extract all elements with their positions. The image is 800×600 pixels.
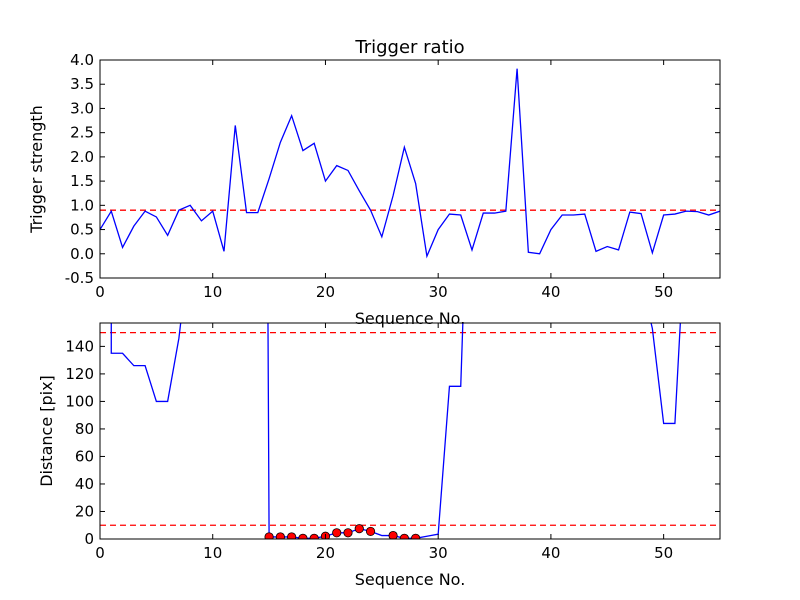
bottom-plot: 0 10 20 30 40 50 0 20 40 60 80 100 120 140 Sequence … [37, 322, 721, 589]
data-point [298, 533, 308, 539]
data-point [365, 526, 376, 537]
data-point [411, 533, 421, 539]
x-tick-label: 50 [654, 544, 673, 562]
y-tick-label: 120 [65, 365, 94, 383]
y-tick-label: 60 [75, 447, 94, 465]
top-plot-title: Trigger ratio [354, 37, 464, 58]
bottom-x-ticks: 0 10 20 30 40 50 [95, 323, 673, 562]
x-tick-label: 10 [203, 544, 222, 562]
y-tick-label: 0.5 [70, 221, 94, 239]
bottom-y-ticks: 0 20 40 60 80 100 120 140 [65, 337, 720, 548]
y-tick-label: 140 [65, 337, 94, 355]
y-tick-label: 80 [75, 420, 94, 438]
top-plot: Trigger ratio 0 10 20 30 40 50 -0.5 0.0 0.5 1.0 1… [27, 37, 721, 328]
bottom-y-axis-label: Distance [pix] [37, 375, 56, 487]
series-line-segment [650, 323, 681, 425]
y-tick-label: 4.0 [70, 51, 94, 69]
x-tick-label: 30 [429, 283, 448, 301]
top-plot-area [100, 68, 720, 259]
data-point [399, 533, 409, 539]
series-line-segment [110, 323, 182, 403]
data-point [332, 528, 342, 538]
y-tick-label: -0.5 [65, 269, 94, 287]
bottom-x-axis-label: Sequence No. [355, 570, 466, 589]
data-point [354, 524, 364, 534]
x-tick-label: 30 [429, 544, 448, 562]
x-tick-label: 0 [95, 544, 105, 562]
x-tick-label: 50 [654, 283, 673, 301]
x-tick-label: 10 [203, 283, 222, 301]
y-tick-label: 20 [75, 502, 94, 520]
top-series-line [100, 68, 720, 259]
y-tick-label: 2.0 [70, 148, 94, 166]
x-tick-label: 20 [316, 283, 335, 301]
top-y-axis-label: Trigger strength [27, 105, 46, 234]
data-point [264, 532, 274, 539]
y-tick-label: 100 [65, 392, 94, 410]
x-tick-label: 0 [95, 283, 105, 301]
data-point [343, 528, 353, 538]
y-tick-label: 1.0 [70, 196, 94, 214]
y-tick-label: 0.0 [70, 245, 94, 263]
data-point [309, 533, 319, 539]
y-tick-label: 3.0 [70, 99, 94, 117]
data-point [275, 532, 285, 539]
bottom-plot-frame [99, 322, 721, 540]
data-point [388, 530, 398, 539]
y-tick-label: 1.5 [70, 172, 94, 190]
top-x-ticks: 0 10 20 30 40 50 [95, 60, 673, 301]
top-plot-frame [99, 59, 721, 279]
x-tick-label: 40 [541, 544, 560, 562]
y-tick-label: 40 [75, 475, 94, 493]
x-tick-label: 40 [541, 283, 560, 301]
x-tick-label: 20 [316, 544, 335, 562]
y-tick-label: 3.5 [70, 75, 94, 93]
y-tick-label: 0 [84, 530, 94, 548]
bottom-plot-area [100, 323, 720, 539]
top-y-ticks: -0.5 0.0 0.5 1.0 1.5 2.0 2.5 3.0 3.5 4.0 [65, 51, 720, 287]
y-tick-label: 2.5 [70, 124, 94, 142]
data-point [287, 532, 297, 539]
top-x-axis-label: Sequence No. [355, 309, 466, 328]
